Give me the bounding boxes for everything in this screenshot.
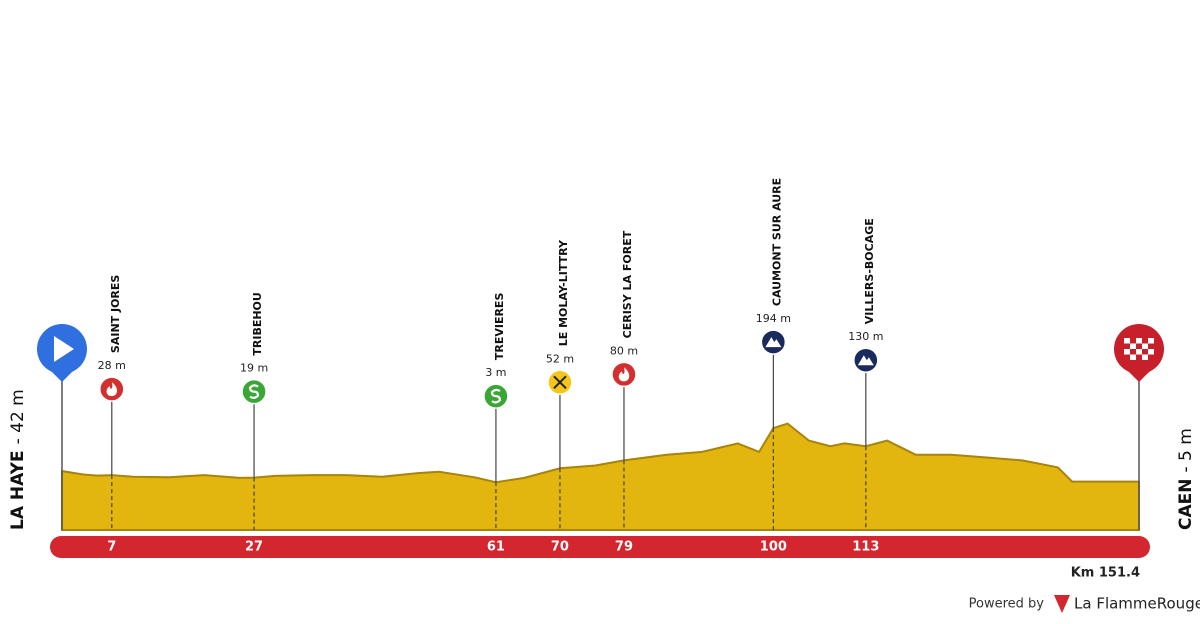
waypoint-km: 27	[245, 540, 263, 555]
feed-glyph	[553, 375, 567, 389]
elevation-area	[61, 422, 1140, 531]
waypoint-km: 70	[551, 540, 569, 555]
waypoint-name: TREVIERES	[493, 293, 506, 361]
sprint-glyph	[248, 384, 260, 399]
brand: La FlammeRouge	[1074, 595, 1200, 613]
waypoint-name: CAUMONT SUR AURE	[770, 178, 783, 306]
flag-check	[1142, 354, 1148, 360]
start-elevation: - 42 m	[8, 389, 28, 444]
flag-check	[1136, 338, 1142, 344]
waypoint-elevation: 194 m	[756, 312, 791, 325]
waypoint-name: SAINT JORES	[109, 275, 122, 353]
finish-name: CAEN	[1176, 479, 1196, 530]
flag-check	[1130, 354, 1136, 360]
waypoint-km: 7	[107, 540, 116, 555]
finish-elevation: - 5 m	[1176, 428, 1196, 472]
flag-check	[1148, 338, 1154, 344]
climb-glyph	[765, 337, 782, 348]
flag-check	[1142, 343, 1148, 349]
waypoint-name: CERISY LA FORET	[621, 230, 634, 338]
waypoint-elevation: 130 m	[848, 330, 883, 343]
waypoint-km: 113	[852, 540, 879, 555]
flame-glyph	[106, 382, 118, 397]
waypoint-name: LE MOLAY-LITTRY	[557, 239, 570, 346]
flag-check	[1124, 349, 1130, 355]
distance-label: Km 151.4	[1071, 566, 1140, 581]
flag-check	[1136, 349, 1142, 355]
climb-glyph	[857, 355, 874, 366]
powered-by: Powered by	[969, 597, 1045, 612]
waypoint-elevation: 19 m	[240, 362, 268, 375]
waypoint-km: 79	[615, 540, 633, 555]
waypoint-km: 61	[487, 540, 505, 555]
play-icon	[54, 336, 74, 362]
waypoint-elevation: 80 m	[610, 344, 638, 357]
waypoint-km: 100	[760, 540, 787, 555]
waypoint-elevation: 3 m	[485, 366, 506, 379]
waypoint-elevation: 52 m	[546, 352, 574, 365]
flame-glyph	[618, 367, 630, 382]
brand-logo	[1054, 595, 1070, 613]
flag-check	[1130, 343, 1136, 349]
flag-check	[1124, 338, 1130, 344]
finish-label: CAEN - 5 m	[1176, 428, 1196, 530]
distance-bar	[50, 536, 1150, 558]
waypoint-name: TRIBEHOU	[251, 292, 264, 355]
start-label: LA HAYE - 42 m	[8, 389, 28, 530]
start-name: LA HAYE	[8, 450, 28, 530]
waypoint-name: Villers-Bocage	[863, 218, 876, 324]
waypoint-elevation: 28 m	[98, 359, 126, 372]
flag-check	[1148, 349, 1154, 355]
sprint-glyph	[490, 388, 502, 404]
